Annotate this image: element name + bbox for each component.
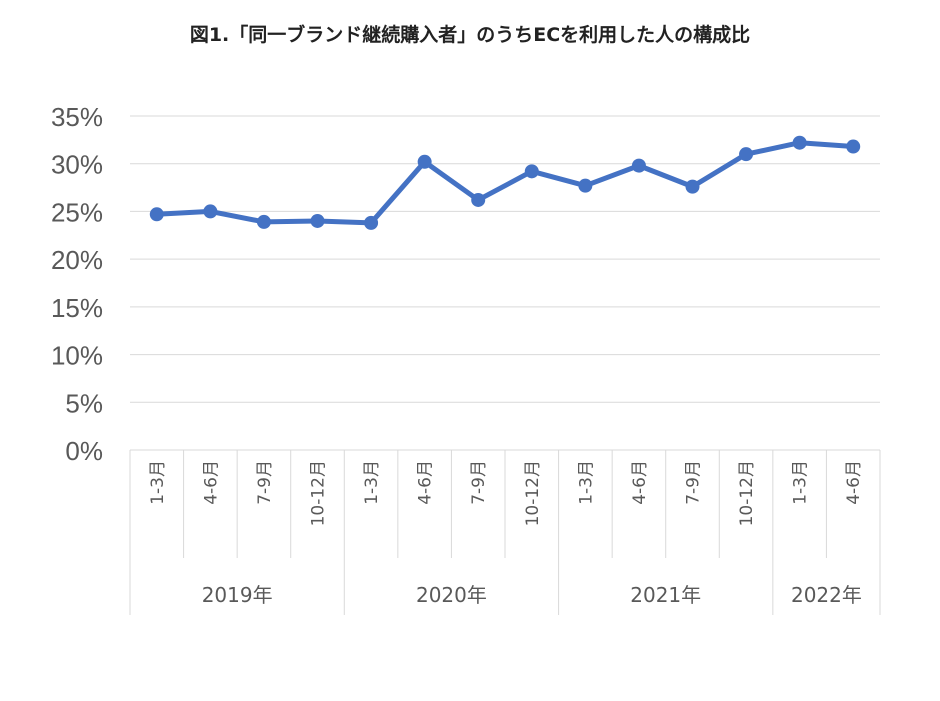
x-tick-label: 7-9月 bbox=[684, 460, 704, 505]
y-tick-label: 5% bbox=[65, 388, 103, 418]
x-tick-label: 10-12月 bbox=[309, 460, 329, 526]
data-point bbox=[631, 158, 646, 173]
x-tick-label: 4-6月 bbox=[416, 460, 436, 505]
data-point bbox=[792, 135, 807, 150]
data-point bbox=[203, 204, 218, 219]
y-tick-label: 20% bbox=[51, 245, 103, 275]
x-tick-label: 7-9月 bbox=[469, 460, 489, 505]
chart-title: 図1.「同一ブランド継続購入者」のうちECを利用した人の構成比 bbox=[189, 24, 751, 46]
y-tick-label: 0% bbox=[65, 436, 103, 466]
y-tick-label: 30% bbox=[51, 150, 103, 180]
x-tick-label: 1-3月 bbox=[576, 460, 596, 505]
y-tick-label: 10% bbox=[51, 341, 103, 371]
data-point bbox=[256, 214, 271, 229]
y-tick-label: 15% bbox=[51, 293, 103, 323]
y-tick-label: 25% bbox=[51, 197, 103, 227]
year-group-label: 2021年 bbox=[630, 583, 701, 607]
x-tick-label: 1-3月 bbox=[362, 460, 382, 505]
x-tick-label: 4-6月 bbox=[844, 460, 864, 505]
data-point bbox=[310, 213, 325, 228]
year-group-label: 2022年 bbox=[791, 583, 862, 607]
data-point bbox=[364, 215, 379, 230]
data-point bbox=[524, 164, 539, 179]
data-point bbox=[471, 192, 486, 207]
data-point bbox=[149, 207, 164, 222]
data-point bbox=[685, 179, 700, 194]
data-point bbox=[846, 139, 861, 154]
x-tick-label: 1-3月 bbox=[148, 460, 168, 505]
x-tick-label: 1-3月 bbox=[791, 460, 811, 505]
x-tick-label: 4-6月 bbox=[201, 460, 221, 505]
x-tick-label: 10-12月 bbox=[737, 460, 757, 526]
data-point bbox=[578, 178, 593, 193]
year-group-label: 2020年 bbox=[416, 583, 487, 607]
data-point bbox=[739, 147, 754, 162]
x-tick-label: 7-9月 bbox=[255, 460, 275, 505]
data-point bbox=[417, 154, 432, 169]
y-tick-label: 35% bbox=[51, 102, 103, 132]
x-tick-label: 10-12月 bbox=[523, 460, 543, 526]
year-group-label: 2019年 bbox=[202, 583, 273, 607]
x-tick-label: 4-6月 bbox=[630, 460, 650, 505]
series-line bbox=[154, 140, 856, 226]
